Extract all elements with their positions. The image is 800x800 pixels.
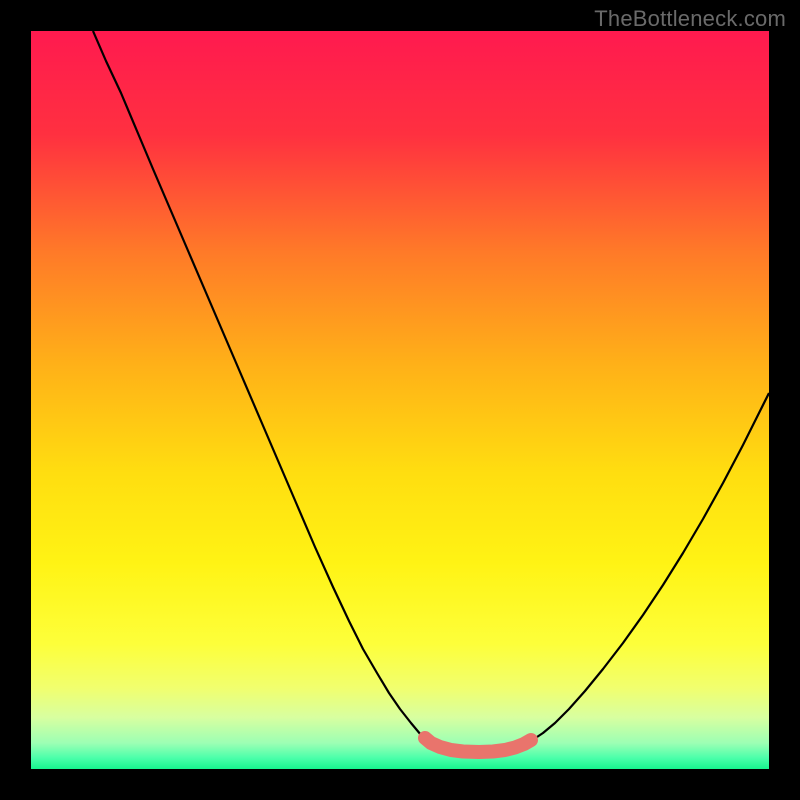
bottleneck-curve [93,31,769,752]
optimal-range-highlight [425,738,531,752]
watermark-text: TheBottleneck.com [594,6,786,32]
chart-svg [31,31,769,769]
plot-area [31,31,769,769]
